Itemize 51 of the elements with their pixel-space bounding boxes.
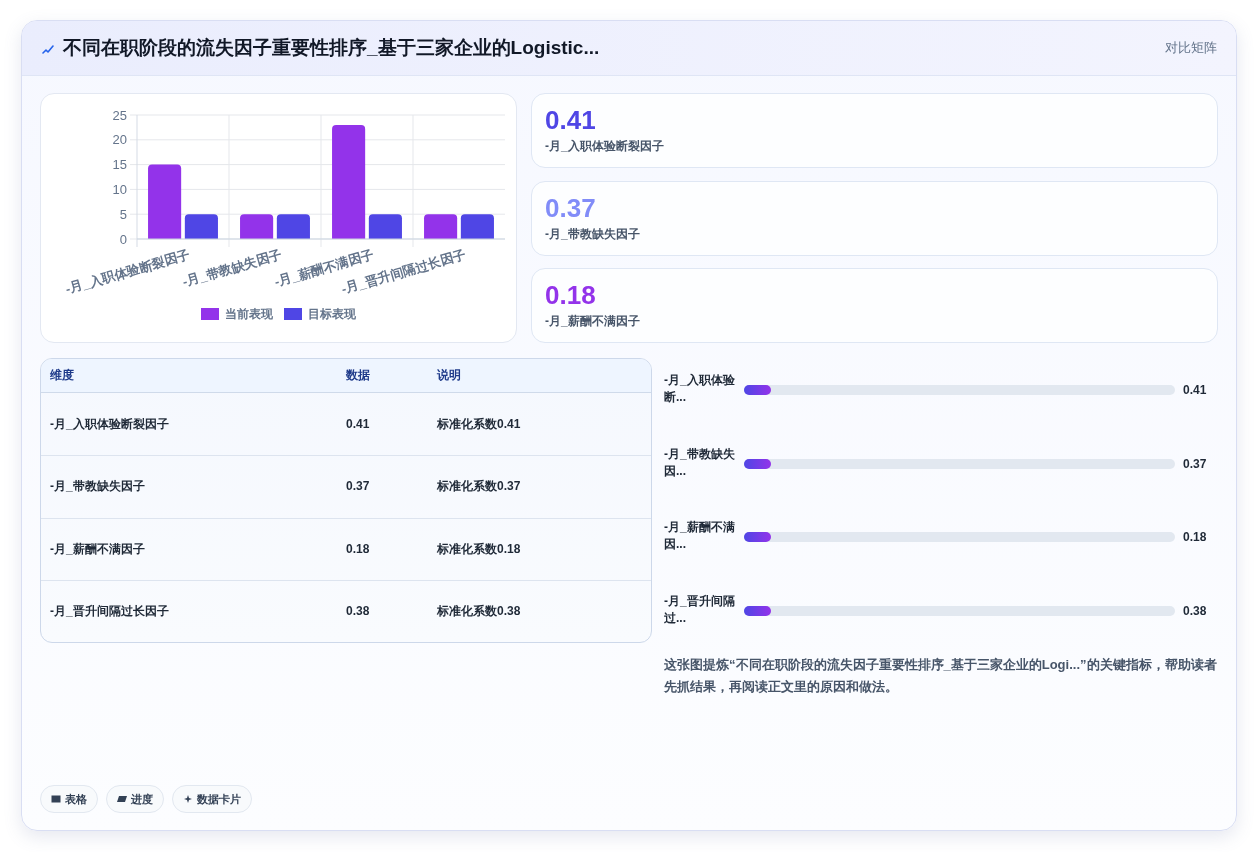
category-label: -月_入职体验断... [664, 372, 736, 406]
data-label: 0.38 [346, 602, 370, 620]
bar [276, 214, 310, 239]
category-label: -月_带教缺失因子 [545, 225, 640, 242]
y-tick-label: 5 [119, 206, 127, 222]
text: 进度 [131, 792, 153, 806]
legend-label: 当前表现 [225, 307, 274, 321]
category-label: -月_入职体验断裂因子 [545, 138, 664, 154]
text: 不同在职阶段的流失因子重要性排序_基于三家企业的Logistic... [63, 36, 600, 60]
y-tick-label: 25 [112, 107, 127, 123]
data-label: 0.41 [346, 416, 370, 433]
bar [332, 124, 366, 239]
text: 标准化系数0.18 [437, 540, 521, 558]
text: 标准化系数0.37 [437, 478, 521, 496]
data-label: 0.37 [545, 192, 596, 223]
text: 这张图提炼“不同在职阶段的流失因子重要性排序_基于三家企业的Logi...”的关键指标，帮助读者先抓结果，再阅读正文里的原因和做法。 [664, 656, 1218, 696]
text: 维度 [50, 367, 74, 384]
text: 数据卡片 [197, 792, 241, 806]
data-label: 0.41 [545, 105, 596, 135]
bar [240, 214, 274, 239]
text: 表格 [65, 792, 87, 806]
legend-label: 目标表现 [308, 307, 357, 321]
category-label: -月_薪酬不满因... [664, 519, 736, 554]
text: 对比矩阵 [1165, 39, 1217, 57]
text: 数据 [346, 367, 370, 384]
y-tick-label: 0 [119, 231, 127, 247]
data-label: 0.18 [1183, 529, 1207, 546]
category-label: -月_入职体验断裂因子 [50, 416, 169, 433]
y-tick-label: 15 [112, 157, 127, 173]
bar [148, 164, 182, 239]
text: 说明 [437, 367, 461, 384]
bar [184, 214, 218, 239]
y-tick-label: 20 [112, 132, 127, 148]
text: 标准化系数0.41 [437, 416, 521, 433]
data-label: 0.41 [1183, 382, 1207, 398]
category-label: -月_薪酬不满因子 [50, 540, 145, 558]
category-label: -月_薪酬不满因子 [545, 313, 640, 329]
data-label: 0.37 [1183, 455, 1207, 472]
data-label: 0.38 [1183, 603, 1207, 620]
text: 标准化系数0.38 [437, 602, 521, 620]
category-label: -月_带教缺失因... [664, 445, 736, 480]
data-label: 0.18 [545, 280, 596, 310]
category-label: -月_带教缺失因子 [50, 478, 145, 496]
data-label: 0.37 [346, 478, 370, 496]
bar [424, 214, 458, 239]
data-label: 0.18 [346, 540, 370, 558]
bar [368, 214, 402, 239]
y-tick-label: 10 [112, 181, 127, 197]
category-label: -月_晋升间隔过... [664, 593, 736, 628]
bar [460, 214, 494, 239]
category-label: -月_晋升间隔过长因子 [50, 602, 169, 620]
